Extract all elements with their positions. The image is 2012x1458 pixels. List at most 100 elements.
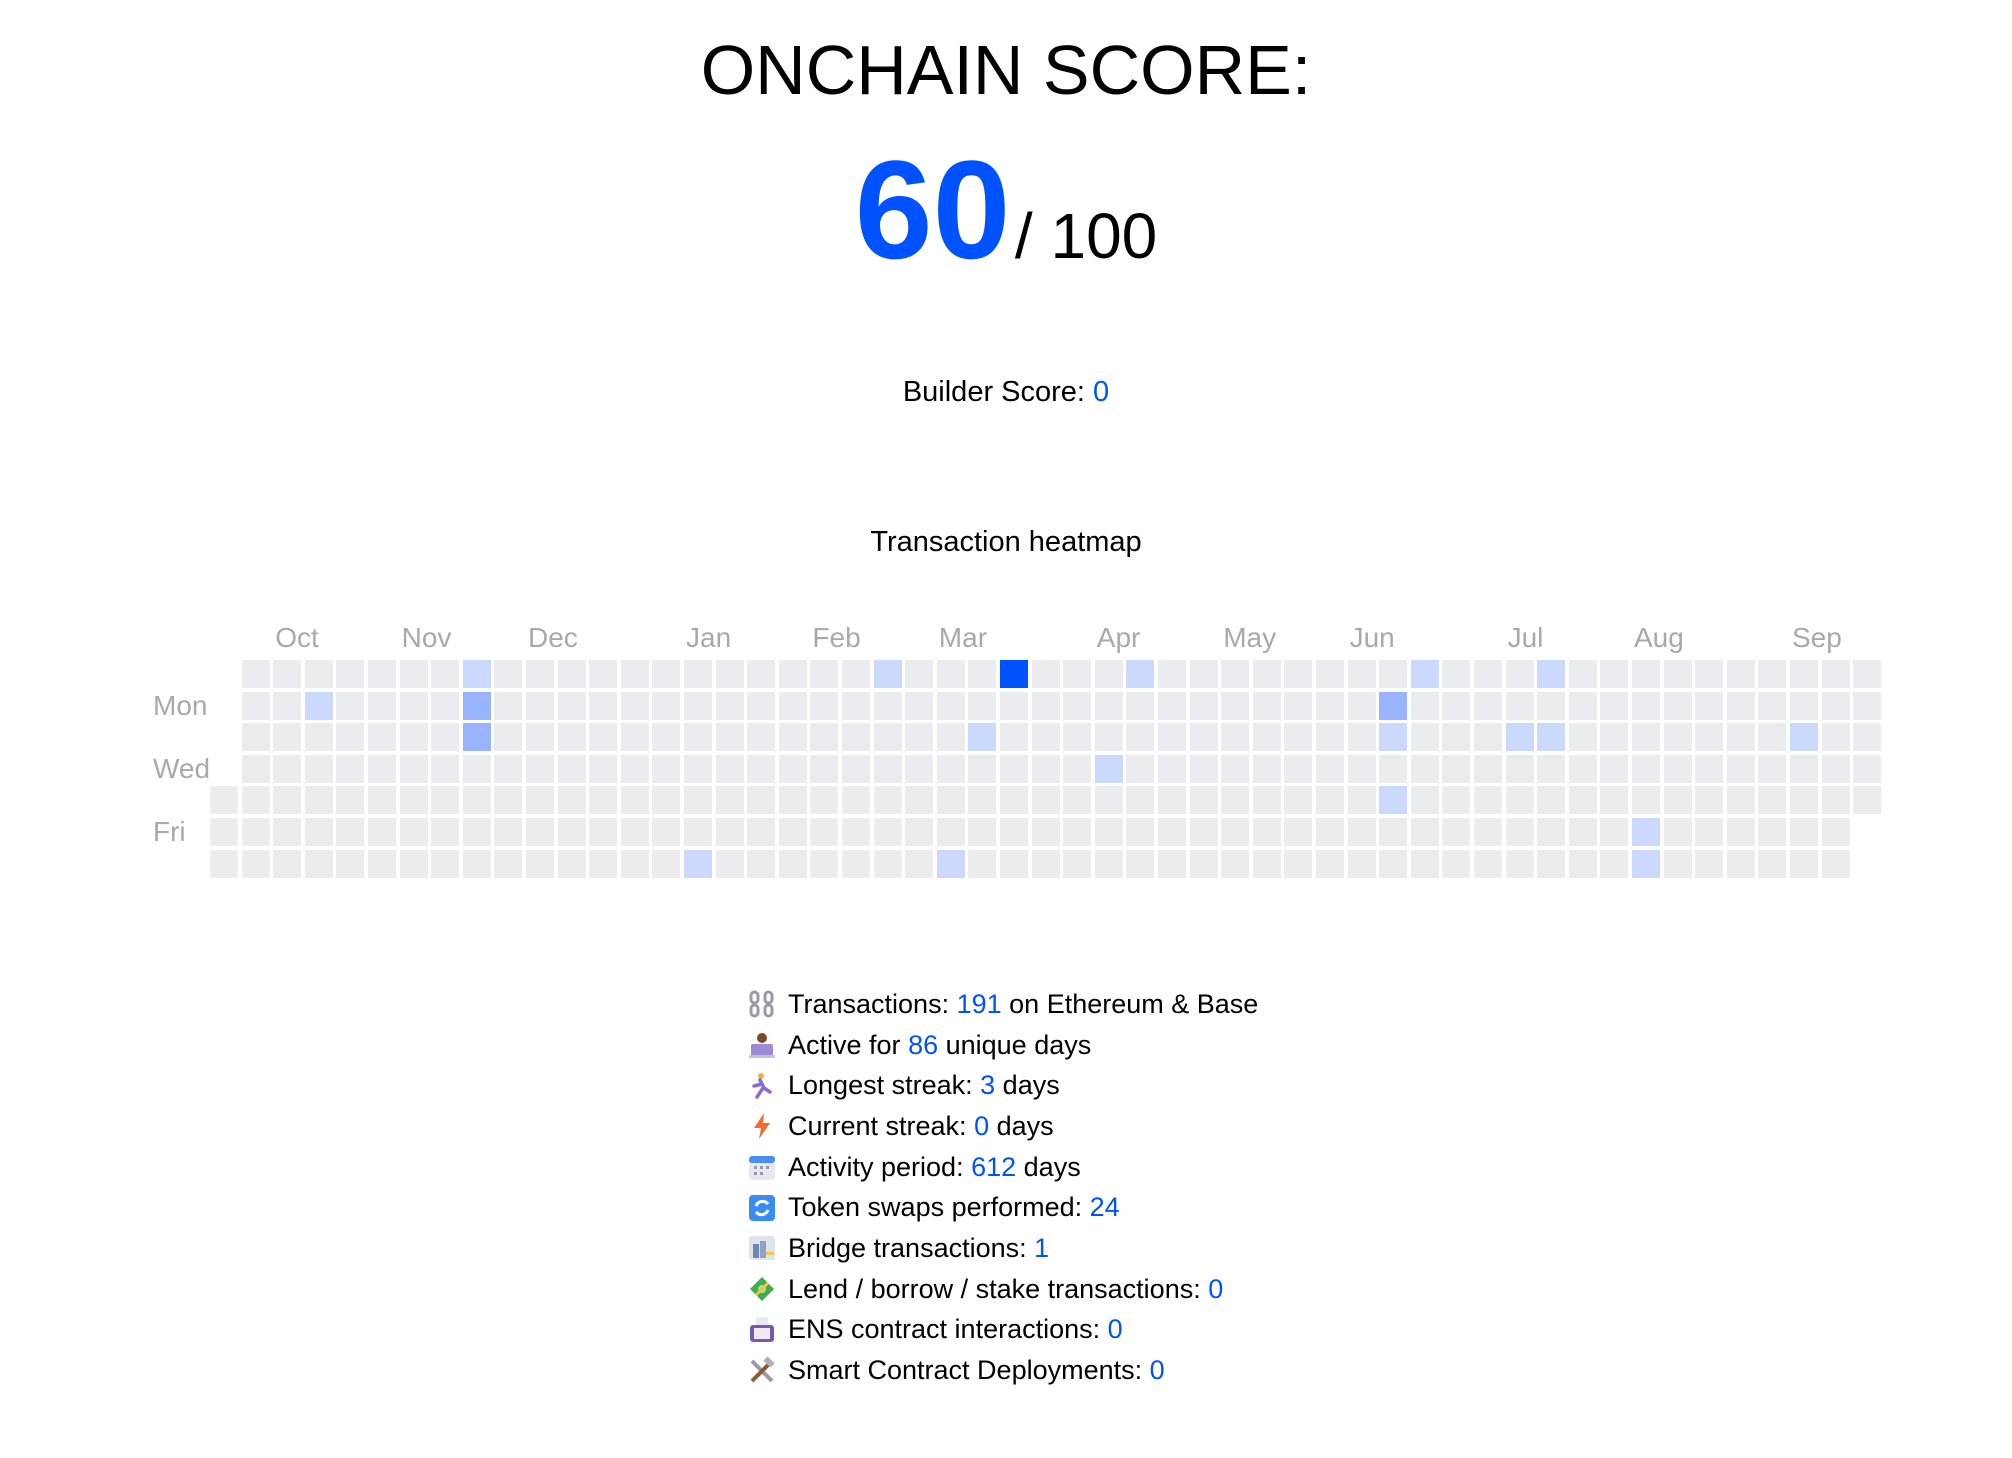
heatmap-cell-active[interactable] [462, 660, 491, 688]
heatmap-cell[interactable] [1474, 660, 1502, 688]
heatmap-cell[interactable] [1158, 849, 1186, 878]
heatmap-cell[interactable] [1316, 691, 1344, 720]
heatmap-cell[interactable] [1221, 691, 1250, 720]
heatmap-cell[interactable] [1221, 818, 1250, 846]
heatmap-cell[interactable] [304, 818, 333, 846]
heatmap-cell[interactable] [1379, 849, 1408, 878]
heatmap-cell[interactable] [873, 849, 902, 878]
heatmap-cell[interactable] [210, 818, 238, 846]
heatmap-cell[interactable] [399, 754, 428, 783]
heatmap-cell[interactable] [1094, 723, 1123, 752]
heatmap-cell[interactable] [1126, 818, 1155, 846]
heatmap-cell[interactable] [810, 691, 839, 720]
heatmap-cell[interactable] [778, 818, 807, 846]
heatmap-cell-active[interactable] [873, 660, 902, 688]
heatmap-cell[interactable] [1316, 786, 1344, 815]
heatmap-cell[interactable] [1252, 818, 1281, 846]
heatmap-cell[interactable] [1347, 786, 1376, 815]
heatmap-cell[interactable] [399, 691, 428, 720]
heatmap-cell[interactable] [1221, 723, 1250, 752]
heatmap-cell[interactable] [1158, 818, 1186, 846]
heatmap-cell[interactable] [1031, 723, 1060, 752]
heatmap-cell[interactable] [494, 818, 523, 846]
heatmap-cell[interactable] [1158, 723, 1186, 752]
heatmap-cell[interactable] [1189, 691, 1218, 720]
heatmap-cell[interactable] [1442, 754, 1471, 783]
heatmap-cell[interactable] [936, 754, 965, 783]
heatmap-cell[interactable] [778, 849, 807, 878]
heatmap-cell[interactable] [1126, 723, 1155, 752]
heatmap-cell[interactable] [1379, 660, 1408, 688]
heatmap-cell[interactable] [842, 723, 870, 752]
heatmap-cell[interactable] [1189, 723, 1218, 752]
heatmap-cell[interactable] [715, 849, 744, 878]
heatmap-cell[interactable] [526, 660, 554, 688]
heatmap-cell[interactable] [1568, 786, 1597, 815]
heatmap-cell[interactable] [1758, 786, 1787, 815]
heatmap-cell[interactable] [431, 818, 460, 846]
heatmap-cell[interactable] [431, 786, 460, 815]
heatmap-cell[interactable] [1726, 849, 1755, 878]
heatmap-cell-active[interactable] [1537, 660, 1566, 688]
heatmap-cell[interactable] [1537, 849, 1566, 878]
heatmap-cell[interactable] [462, 786, 491, 815]
heatmap-cell[interactable] [1600, 786, 1629, 815]
heatmap-cell[interactable] [842, 754, 870, 783]
heatmap-cell[interactable] [1758, 849, 1787, 878]
heatmap-cell[interactable] [620, 786, 649, 815]
heatmap-cell[interactable] [1568, 849, 1597, 878]
heatmap-cell[interactable] [684, 786, 712, 815]
heatmap-cell[interactable] [968, 691, 997, 720]
heatmap-cell[interactable] [557, 691, 586, 720]
heatmap-cell[interactable] [1284, 723, 1313, 752]
heatmap-cell[interactable] [494, 849, 523, 878]
heatmap-cell[interactable] [1853, 660, 1882, 688]
heatmap-cell[interactable] [368, 786, 396, 815]
heatmap-cell[interactable] [1790, 849, 1818, 878]
heatmap-cell[interactable] [936, 660, 965, 688]
heatmap-cell[interactable] [1474, 723, 1502, 752]
heatmap-cell[interactable] [778, 754, 807, 783]
heatmap-cell[interactable] [1726, 660, 1755, 688]
heatmap-cell-active[interactable] [462, 691, 491, 720]
heatmap-cell[interactable] [1853, 754, 1882, 783]
heatmap-cell[interactable] [589, 818, 618, 846]
heatmap-cell[interactable] [1821, 754, 1850, 783]
heatmap-cell[interactable] [399, 818, 428, 846]
heatmap-cell[interactable] [1347, 818, 1376, 846]
heatmap-cell[interactable] [1063, 849, 1092, 878]
heatmap-cell[interactable] [1284, 849, 1313, 878]
heatmap-cell[interactable] [747, 754, 776, 783]
heatmap-cell[interactable] [431, 691, 460, 720]
heatmap-cell[interactable] [1695, 786, 1724, 815]
heatmap-cell[interactable] [1221, 786, 1250, 815]
heatmap-cell-active[interactable] [1537, 723, 1566, 752]
heatmap-cell[interactable] [1600, 691, 1629, 720]
heatmap-cell[interactable] [1695, 818, 1724, 846]
heatmap-cell[interactable] [589, 660, 618, 688]
heatmap-cell[interactable] [620, 818, 649, 846]
heatmap-cell[interactable] [368, 691, 396, 720]
heatmap-cell[interactable] [873, 723, 902, 752]
heatmap-cell[interactable] [1000, 754, 1028, 783]
heatmap-cell[interactable] [1663, 818, 1692, 846]
heatmap-cell[interactable] [1094, 786, 1123, 815]
heatmap-cell[interactable] [968, 754, 997, 783]
heatmap-cell[interactable] [1695, 849, 1724, 878]
heatmap-cell-active[interactable] [304, 691, 333, 720]
heatmap-cell[interactable] [1316, 818, 1344, 846]
heatmap-cell[interactable] [778, 723, 807, 752]
heatmap-cell[interactable] [1568, 660, 1597, 688]
heatmap-cell[interactable] [557, 660, 586, 688]
heatmap-cell[interactable] [1632, 691, 1660, 720]
heatmap-cell[interactable] [778, 691, 807, 720]
heatmap-cell[interactable] [241, 723, 270, 752]
heatmap-cell[interactable] [1094, 849, 1123, 878]
heatmap-cell[interactable] [399, 660, 428, 688]
heatmap-cell[interactable] [936, 723, 965, 752]
heatmap-cell[interactable] [873, 818, 902, 846]
heatmap-cell[interactable] [273, 723, 302, 752]
heatmap-cell[interactable] [336, 660, 365, 688]
heatmap-cell[interactable] [431, 754, 460, 783]
heatmap-cell[interactable] [652, 849, 681, 878]
